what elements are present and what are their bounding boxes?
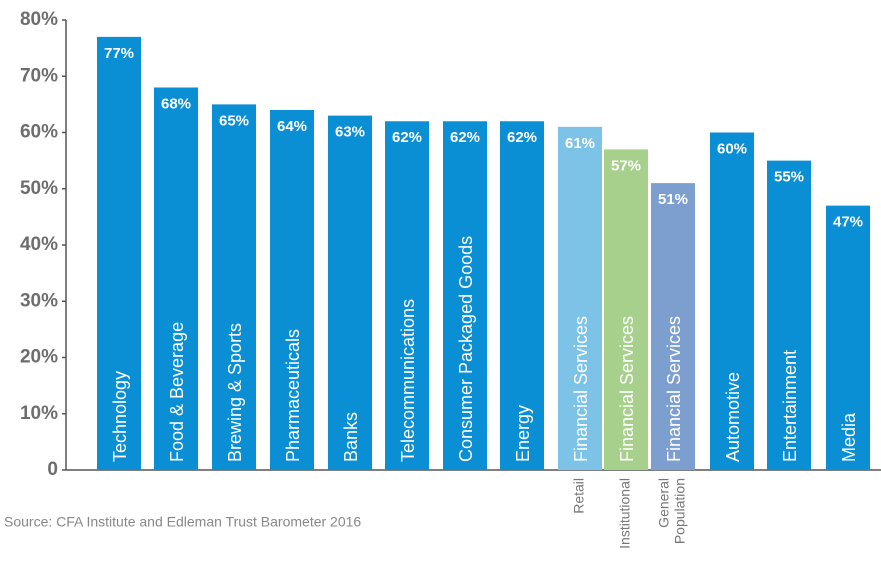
category-sublabel: Institutional <box>617 478 633 549</box>
category-sublabel: General <box>656 478 672 528</box>
category-label: Consumer Packaged Goods <box>456 236 476 462</box>
bar <box>443 121 487 470</box>
source-note: Source: CFA Institute and Edleman Trust … <box>4 514 361 530</box>
value-label: 65% <box>219 112 249 129</box>
category-label: Media <box>839 412 859 462</box>
y-tick-label: 20% <box>20 347 58 368</box>
value-label: 55% <box>774 169 804 186</box>
category-label: Automotive <box>723 372 743 462</box>
y-tick-label: 30% <box>20 290 58 311</box>
category-label: Energy <box>513 405 533 462</box>
bar <box>97 36 141 470</box>
bar <box>767 160 811 470</box>
category-label: Brewing & Sports <box>225 323 245 462</box>
value-label: 61% <box>565 135 595 152</box>
category-label: Financial Services <box>571 316 591 462</box>
value-label: 57% <box>611 157 641 174</box>
value-label: 60% <box>717 140 747 157</box>
category-label: Telecommunications <box>398 299 418 462</box>
bar <box>212 104 256 470</box>
value-label: 68% <box>161 95 191 112</box>
value-label: 47% <box>833 214 863 231</box>
y-tick-label: 40% <box>20 234 58 255</box>
value-label: 62% <box>392 129 422 146</box>
y-tick-label: 10% <box>20 403 58 424</box>
value-label: 62% <box>450 129 480 146</box>
category-label: Technology <box>110 371 130 462</box>
value-label: 64% <box>277 118 307 135</box>
y-tick-label: 0 <box>47 459 58 480</box>
y-tick-label: 60% <box>20 122 58 143</box>
value-label: 51% <box>658 191 688 208</box>
value-label: 77% <box>104 45 134 62</box>
category-label: Food & Beverage <box>167 322 187 462</box>
bar <box>651 183 695 470</box>
y-tick-label: 50% <box>20 178 58 199</box>
category-label: Entertainment <box>780 350 800 462</box>
category-label: Financial Services <box>617 316 637 462</box>
category-label: Pharmaceuticals <box>283 329 303 462</box>
bar <box>500 121 544 470</box>
bar <box>558 126 602 470</box>
bar <box>328 115 372 470</box>
bar <box>270 110 314 470</box>
bar <box>154 87 198 470</box>
bar <box>604 149 648 470</box>
category-sublabel: Population <box>672 478 688 544</box>
category-sublabel: Retail <box>571 478 587 514</box>
value-label: 62% <box>507 129 537 146</box>
bar <box>710 132 754 470</box>
category-label: Banks <box>341 412 361 462</box>
bar <box>826 205 870 470</box>
value-label: 63% <box>335 124 365 141</box>
y-tick-label: 80% <box>20 9 58 30</box>
y-tick-label: 70% <box>20 65 58 86</box>
bar <box>385 121 429 470</box>
category-label: Financial Services <box>664 316 684 462</box>
